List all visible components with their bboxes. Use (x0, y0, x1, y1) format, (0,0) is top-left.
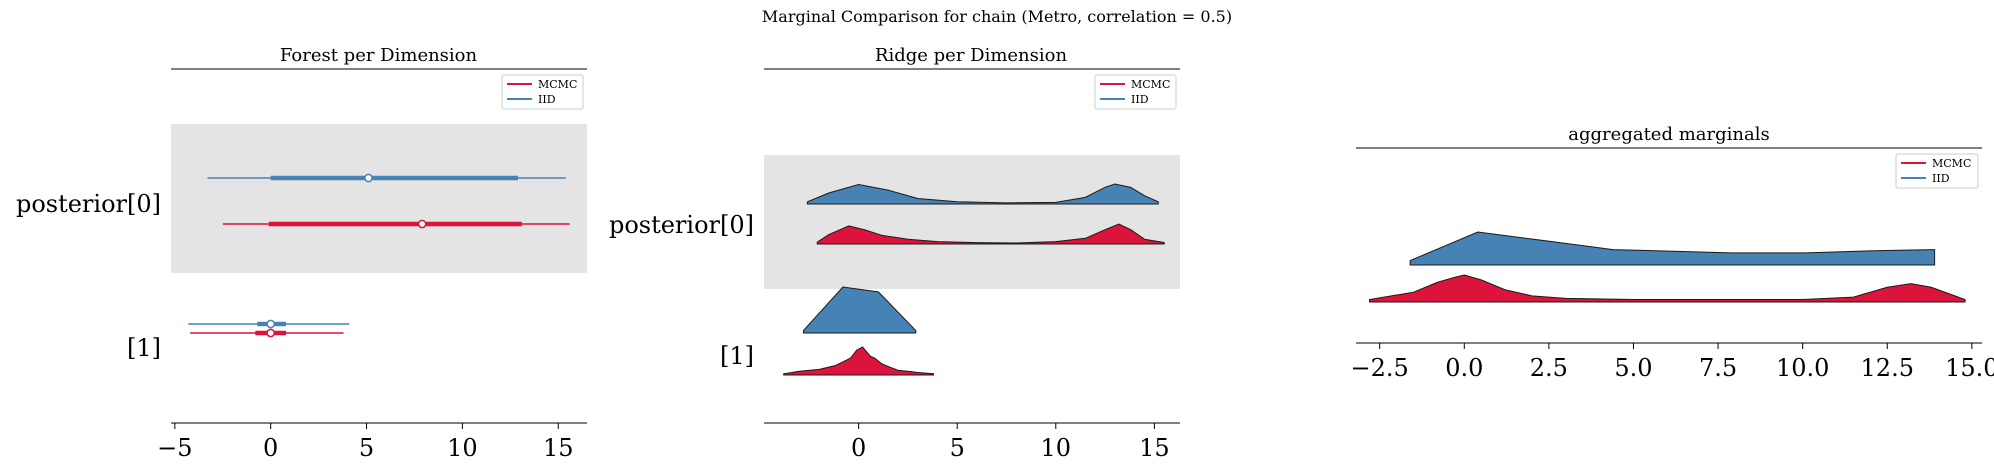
aggregated-legend-iid-label: IID (1932, 172, 1950, 185)
x-tick-label: 0 (851, 434, 866, 462)
ridge-ylabel-posterior0: posterior[0] (609, 211, 754, 239)
forest-legend-iid-label: IID (538, 93, 556, 106)
x-tick-label: 5.0 (1614, 354, 1652, 382)
forest-legend-mcmc-label: MCMC (538, 78, 577, 91)
forest-iid-1-median-point (266, 319, 276, 329)
aggregated-panel: aggregated marginals −2.5 0.0 2.5 5.0 7.5 10.… (1351, 124, 1994, 382)
forest-ylabel-dim1: [1] (127, 334, 161, 362)
x-tick-label: 12.5 (1861, 354, 1914, 382)
x-tick-label: 5 (359, 434, 374, 462)
forest-x-ticks: −5 0 5 10 15 (157, 423, 574, 462)
aggregated-marks (1369, 231, 1966, 303)
ridge-marks (783, 183, 1165, 376)
x-tick-label: 15 (543, 434, 574, 462)
x-tick-label: 5 (950, 434, 965, 462)
ridge-legend: MCMC IID (1094, 74, 1177, 110)
ridge-legend-iid-label: IID (1131, 93, 1149, 106)
x-tick-label: 0 (263, 434, 278, 462)
forest-marks (188, 173, 570, 338)
figure-suptitle: Marginal Comparison for chain (Metro, co… (762, 7, 1232, 26)
forest-iid-posterior0-median-point (364, 173, 373, 183)
x-tick-label: 2.5 (1530, 354, 1568, 382)
forest-panel: Forest per Dimension posterior[0] [1] −5… (16, 45, 587, 462)
ridge-band-posterior0 (764, 155, 1180, 289)
aggregated-legend-mcmc-label: MCMC (1932, 157, 1971, 170)
forest-mcmc-posterior0-median-point (417, 219, 427, 229)
ridge-ylabel-dim1: [1] (720, 342, 754, 370)
aggregated-legend: MCMC IID (1895, 153, 1979, 189)
forest-title: Forest per Dimension (280, 45, 478, 66)
x-tick-label: 7.5 (1699, 354, 1737, 382)
x-tick-label: 15 (1139, 434, 1170, 462)
x-tick-label: 10 (447, 434, 478, 462)
ridge-x-ticks: 0 5 10 15 (851, 423, 1170, 462)
ridge-mcmc-posterior0-density (816, 223, 1165, 245)
forest-ylabel-posterior0: posterior[0] (16, 190, 161, 218)
x-tick-label: 15.0 (1945, 354, 1994, 382)
x-tick-label: 10 (1041, 434, 1072, 462)
ridge-title: Ridge per Dimension (875, 45, 1068, 66)
ridge-legend-mcmc-label: MCMC (1131, 78, 1170, 91)
ridge-iid-posterior0-density (806, 183, 1159, 205)
x-tick-label: −5 (157, 434, 192, 462)
x-tick-label: −2.5 (1351, 354, 1409, 382)
aggregated-mcmc-density (1369, 274, 1966, 303)
aggregated-x-ticks: −2.5 0.0 2.5 5.0 7.5 10.0 12.5 15.0 (1351, 343, 1994, 382)
ridge-panel: Ridge per Dimension posterior[0] [1] 0 5 1… (609, 45, 1180, 462)
x-tick-label: 0.0 (1445, 354, 1483, 382)
aggregated-title: aggregated marginals (1568, 124, 1769, 145)
forest-legend: MCMC IID (501, 74, 584, 110)
aggregated-iid-density (1409, 231, 1936, 266)
forest-band-posterior0 (171, 124, 587, 273)
ridge-iid-1-density (802, 286, 917, 334)
ridge-mcmc-1-density (783, 346, 935, 376)
x-tick-label: 10.0 (1776, 354, 1829, 382)
forest-mcmc-1-median-point (266, 328, 276, 338)
